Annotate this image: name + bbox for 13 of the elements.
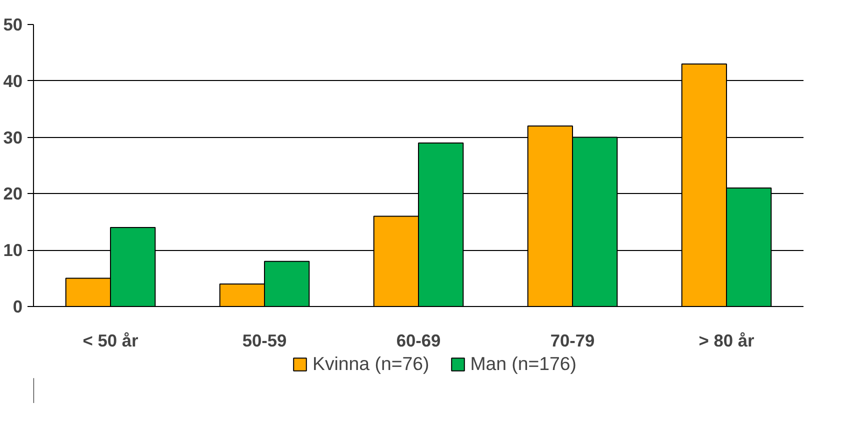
- y-tick-label: 20: [3, 184, 23, 204]
- x-tick-label: < 50 år: [82, 330, 138, 350]
- y-tick-label: 50: [3, 14, 23, 34]
- y-tick-label: 40: [3, 70, 23, 91]
- y-tick-label: 0: [12, 296, 23, 316]
- legend-label: Kvinna (n=76): [312, 353, 430, 375]
- x-tick-label: 70-79: [550, 330, 595, 350]
- legend-label: Man (n=176): [470, 353, 576, 375]
- x-tick-label: 50-59: [242, 330, 287, 350]
- y-tick-label: 30: [3, 127, 23, 148]
- x-tick-label: 60-69: [396, 330, 441, 350]
- y-tick-label: 10: [3, 240, 23, 260]
- x-tick-label: > 80 år: [698, 330, 754, 350]
